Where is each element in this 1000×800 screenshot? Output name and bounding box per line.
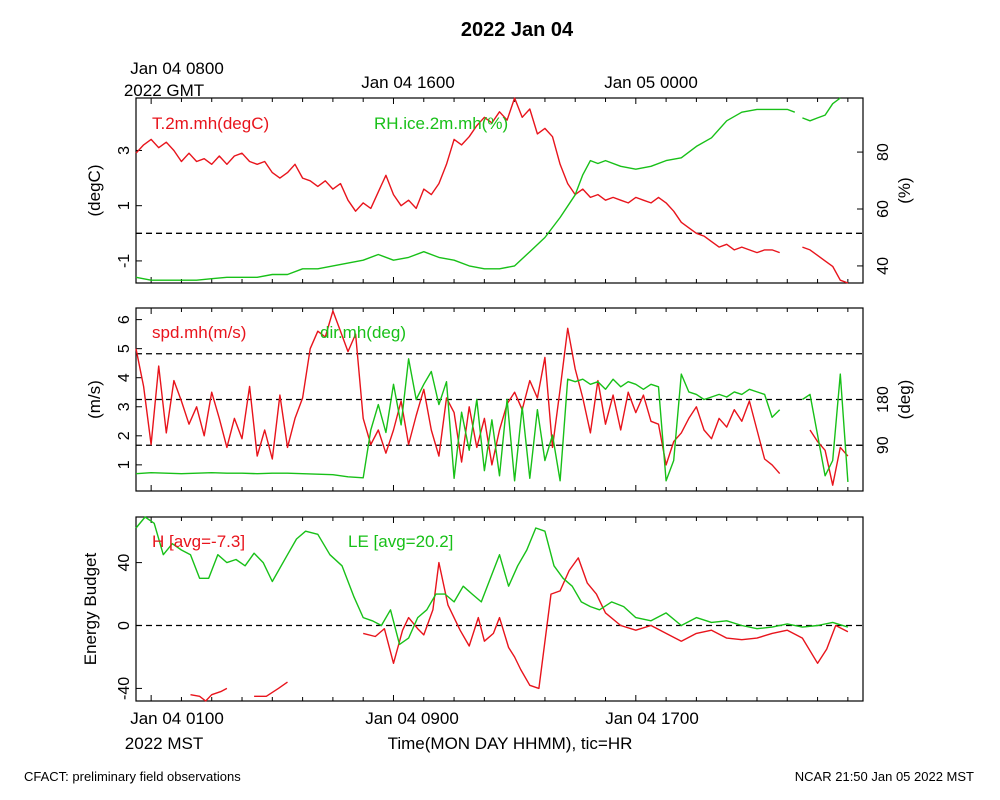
y-tick-label-left: -40 [116,677,133,700]
series-line-t-2m-mh-degc- [135,97,849,284]
footer-left: CFACT: preliminary field observations [24,769,241,784]
series-label-primary: T.2m.mh(degC) [152,114,269,133]
y-tick-label-left: 40 [116,554,133,572]
y-tick-label-left: 3 [116,146,133,155]
y-axis-label-right: (%) [895,177,914,203]
gmt-label-2: Jan 04 1600 [361,73,455,92]
y-tick-label-right: 80 [875,143,892,161]
bottom-axis-labels: Jan 04 0100 Jan 04 0900 Jan 04 1700 2022… [125,709,699,753]
plot-frame [135,516,864,702]
gmt-label-1-line-2: 2022 GMT [124,81,204,100]
series-label-secondary: RH.ice.2m.mh(%) [374,114,508,133]
y-axis-label-left: (degC) [85,165,104,217]
gmt-label-1-line-1: Jan 04 0800 [130,59,224,78]
panel-energy-budget: -40 0 40 Energy Budget H [avg=-7.3] LE [avg=2… [81,516,864,702]
y-tick-label-right: 60 [875,200,892,218]
y-tick-label-left: 3 [116,402,133,411]
y-tick-label-left: 0 [116,621,133,630]
y-tick-label-left: 1 [116,460,133,469]
series-label-secondary: LE [avg=20.2] [348,532,453,551]
series-label-primary: spd.mh(m/s) [152,323,246,342]
y-tick-label-right: 40 [875,257,892,275]
y-axis-label-left: Energy Budget [81,552,100,665]
y-tick-label-right: 180 [875,386,892,413]
plot-frame [135,97,864,284]
y-tick-label-left: 5 [116,344,133,353]
panel-temperature-humidity: -1 1 3 (degC) 40 60 80(%) T.2m.mh(degC) RH.ice.2… [85,97,914,284]
chart-title: 2022 Jan 04 [461,19,574,41]
y-tick-label-left: 4 [116,373,133,382]
bottom-tick-label-1: Jan 04 0100 [130,709,224,728]
series-line-dir-mh-deg- [135,358,849,482]
top-axis-labels: Jan 04 0800 2022 GMT Jan 04 1600 Jan 05 … [124,59,698,100]
y-tick-label-left: 1 [116,201,133,210]
series-line-rh-ice-2m-mh- [135,97,841,281]
series-line-h [190,557,849,702]
bottom-axis-sublabel: 2022 MST [125,734,203,753]
y-tick-label-right: 90 [875,436,892,454]
y-tick-label-left: 6 [116,315,133,324]
series-label-secondary: dir.mh(deg) [320,323,406,342]
y-axis-label-left: (m/s) [85,380,104,419]
gmt-label-3: Jan 05 0000 [604,73,698,92]
bottom-tick-label-3: Jan 04 1700 [605,709,699,728]
bottom-tick-label-2: Jan 04 0900 [365,709,459,728]
y-tick-label-left: 2 [116,431,133,440]
series-line-le [135,516,849,646]
y-axis-label-right: (deg) [895,380,914,420]
footer-right: NCAR 21:50 Jan 05 2022 MST [795,769,974,784]
x-axis-label: Time(MON DAY HHMM), tic=HR [388,734,633,753]
y-tick-label-left: -1 [116,254,133,268]
panel-wind: 1 2 3 4 5 6 (m/s) 90 180 (deg) spd.mh(m/s) dir.mh(d… [85,307,914,492]
series-label-primary: H [avg=-7.3] [152,532,245,551]
